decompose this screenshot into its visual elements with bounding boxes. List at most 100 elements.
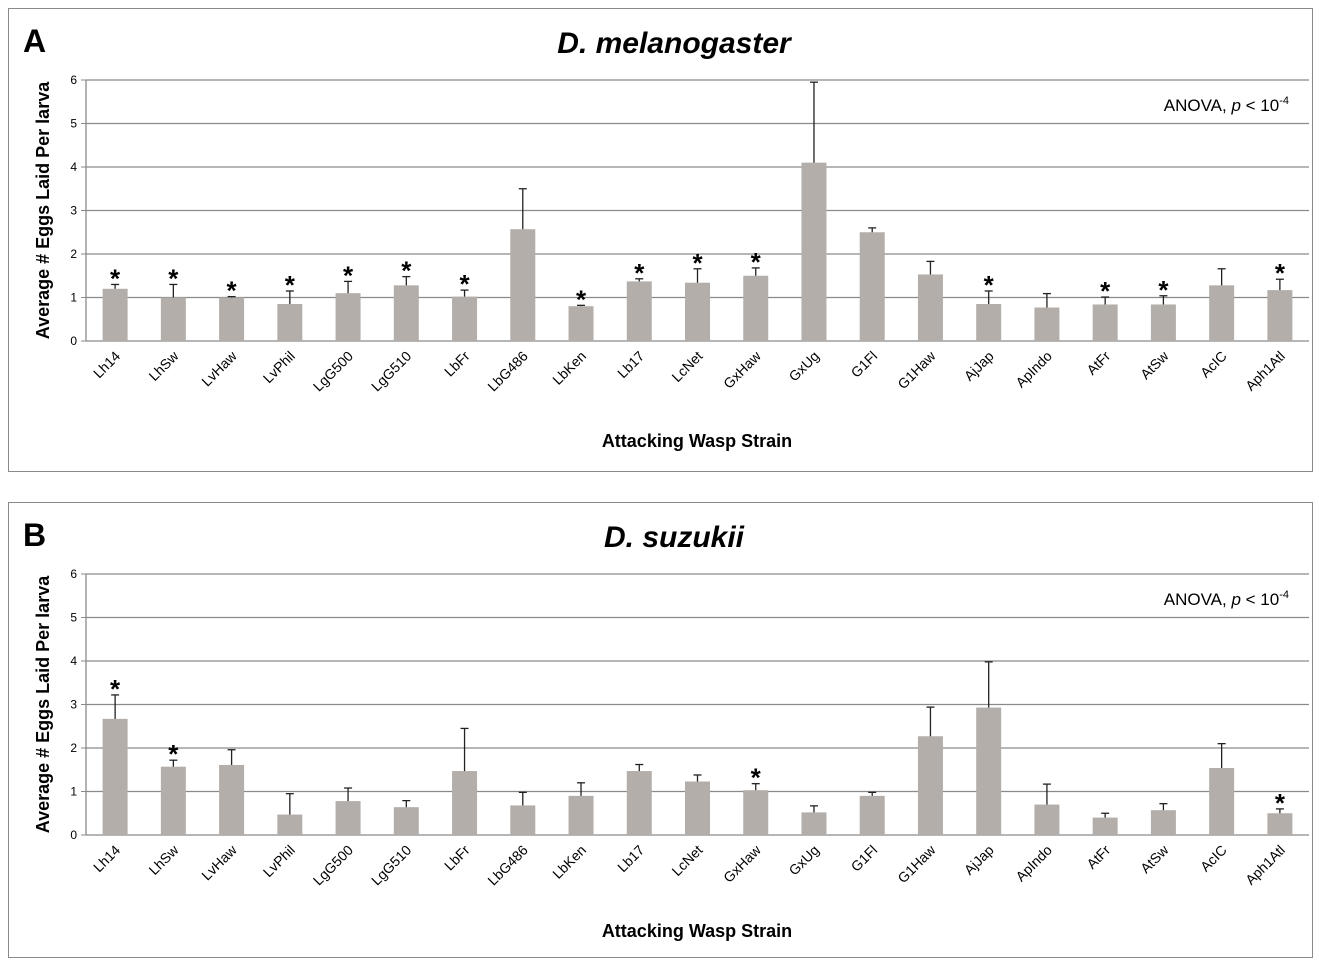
anova-relation: < 10 (1241, 590, 1279, 609)
x-tick-label: GxUg (785, 842, 822, 879)
bar-Aph1Atl (1267, 813, 1293, 835)
x-tick-label: AcIC (1197, 842, 1230, 875)
x-tick-label: LvHaw (198, 841, 240, 883)
x-axis-label: Attacking Wasp Strain (602, 921, 792, 941)
bar-AtFr (1092, 304, 1118, 341)
significance-star: * (1275, 788, 1286, 818)
bar-LcNet (685, 781, 710, 835)
bar-LbKen (568, 306, 594, 341)
y-tick-label: 2 (70, 247, 77, 261)
x-tick-label: LhSw (145, 841, 182, 878)
x-tick-label: G1Haw (894, 841, 939, 886)
significance-star: * (459, 269, 470, 299)
x-tick-label: GxUg (785, 348, 822, 385)
bar-LgG500 (335, 801, 361, 835)
significance-star: * (1158, 275, 1169, 305)
x-tick-label: LbKen (549, 842, 589, 882)
significance-star: * (285, 270, 296, 300)
significance-star: * (751, 247, 762, 277)
bar-LbG486 (510, 805, 536, 835)
y-tick-label: 5 (70, 117, 77, 131)
bar-AcIC (1209, 768, 1235, 835)
x-tick-label: LhSw (145, 347, 182, 384)
x-tick-label: LbG486 (484, 842, 531, 889)
significance-star: * (168, 739, 179, 769)
bar-Lh14 (102, 288, 128, 341)
significance-star: * (110, 674, 121, 704)
x-tick-label: LbFr (441, 842, 473, 874)
y-tick-label: 1 (70, 785, 77, 799)
x-tick-label: LcNet (668, 842, 705, 879)
y-tick-label: 4 (70, 654, 77, 668)
x-tick-label: LvPhil (260, 348, 298, 386)
x-tick-label: LbKen (549, 348, 589, 388)
x-tick-label: AjJap (961, 348, 997, 384)
bar-LcNet (685, 282, 710, 341)
x-tick-label: LcNet (668, 348, 705, 385)
x-tick-label: G1Fl (848, 348, 881, 381)
bar-LgG510 (393, 285, 419, 341)
significance-star: * (1100, 276, 1111, 306)
y-tick-label: 3 (70, 698, 77, 712)
x-tick-label: LgG500 (310, 348, 357, 395)
x-tick-label: G1Haw (894, 347, 939, 392)
significance-star: * (751, 763, 762, 793)
chart-b-svg: B D. suzukii 0 1 2 3 4 5 6 Average # Eggs Laid Pe… (23, 517, 1309, 941)
x-tick-label: AcIC (1197, 348, 1230, 381)
anova-p: p (1230, 590, 1240, 609)
y-tick-label: 0 (70, 828, 77, 842)
significance-star: * (1275, 258, 1286, 288)
anova-prefix: ANOVA, (1164, 590, 1232, 609)
chart-panel-b: B D. suzukii 0 1 2 3 4 5 6 Average # Eggs Laid Pe… (8, 502, 1313, 958)
bar-AtSw (1150, 810, 1176, 835)
bar-AtFr (1092, 817, 1118, 835)
bar-GxUg (801, 162, 827, 341)
bar-ApIndo (1034, 307, 1060, 341)
bar-LbFr (452, 296, 478, 341)
bar-LhSw (160, 297, 186, 341)
x-tick-label: AtSw (1137, 841, 1172, 876)
x-tick-label: AjJap (961, 842, 997, 878)
x-tick-label: ApIndo (1012, 842, 1055, 885)
bar-G1Fl (859, 795, 885, 835)
bar-LgG500 (335, 293, 361, 341)
x-tick-label: AtSw (1137, 347, 1172, 382)
anova-annotation: ANOVA, p < 10-4 (1164, 589, 1289, 609)
bar-LbG486 (510, 229, 536, 341)
y-tick-label: 2 (70, 741, 77, 755)
x-tick-label: LvHaw (198, 347, 240, 389)
significance-star: * (227, 276, 238, 306)
y-axis-label: Average # Eggs Laid Per larva (33, 575, 53, 833)
x-tick-label: LgG500 (310, 842, 357, 889)
x-tick-label: Aph1Atl (1242, 842, 1288, 888)
bar-LvPhil (277, 304, 303, 341)
bar-LvHaw (219, 297, 245, 341)
bar-Lh14 (102, 718, 128, 835)
y-tick-label: 3 (70, 204, 77, 218)
x-tick-label: GxHaw (720, 841, 764, 885)
bar-AjJap (976, 304, 1002, 341)
x-tick-label: AtFr (1083, 348, 1113, 378)
bar-G1Fl (859, 232, 885, 341)
bar-G1Haw (917, 274, 943, 341)
anova-annotation: ANOVA, p < 10-4 (1164, 95, 1289, 115)
x-tick-label: Lb17 (614, 348, 647, 381)
bar-Lb17 (626, 281, 652, 341)
x-tick-label: LbFr (441, 348, 473, 380)
bar-LgG510 (393, 807, 419, 835)
bar-LvPhil (277, 814, 303, 835)
significance-star: * (168, 263, 179, 293)
bar-ApIndo (1034, 804, 1060, 835)
significance-star: * (343, 260, 354, 290)
x-tick-label: ApIndo (1012, 348, 1055, 391)
y-tick-label: 1 (70, 291, 77, 305)
y-tick-label: 0 (70, 334, 77, 348)
bar-G1Haw (917, 736, 943, 835)
y-tick-label: 6 (70, 567, 77, 581)
chart-panel-a: A D. melanogaster 0 1 2 3 4 5 6 Average # Eggs La… (8, 8, 1313, 472)
y-tick-label: 5 (70, 611, 77, 625)
anova-p: p (1230, 96, 1240, 115)
x-tick-label: LvPhil (260, 842, 298, 880)
panel-label: A (23, 23, 46, 59)
x-tick-label: Lb17 (614, 842, 647, 875)
